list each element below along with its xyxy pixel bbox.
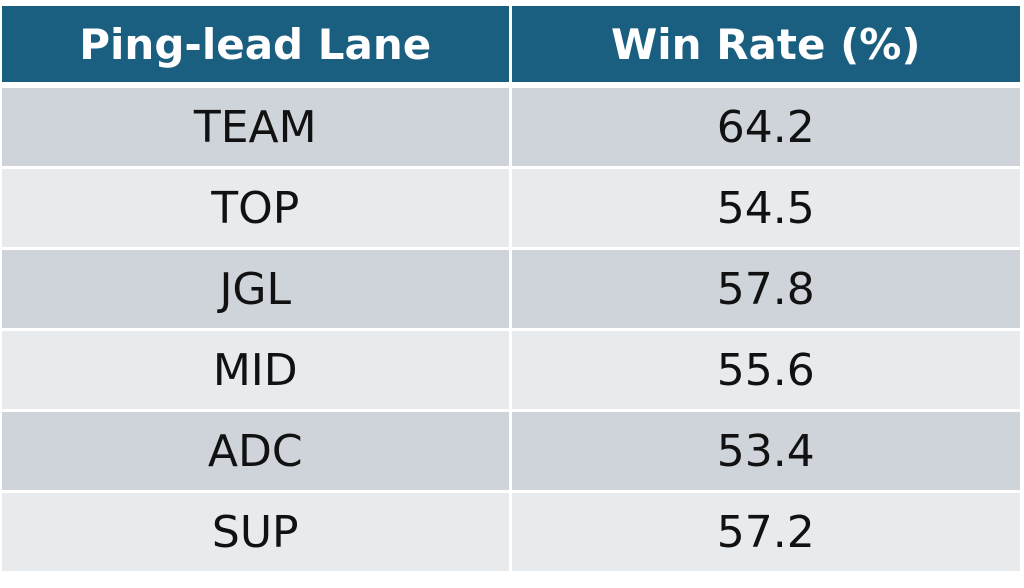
win-rate-table-container: Ping-lead Lane Win Rate (%) TEAM 64.2 TO…	[2, 6, 1020, 571]
win-rate-cell: 64.2	[510, 85, 1020, 169]
lane-cell: JGL	[2, 248, 512, 331]
lane-cell: SUP	[2, 491, 512, 571]
win-rate-cell: 57.8	[510, 248, 1020, 331]
table-row: SUP 57.2	[2, 491, 1020, 571]
lane-cell: TOP	[2, 167, 512, 250]
lane-cell: MID	[2, 329, 512, 412]
table-row: ADC 53.4	[2, 410, 1020, 493]
header-row: Ping-lead Lane Win Rate (%)	[2, 6, 1020, 88]
lane-cell: ADC	[2, 410, 512, 493]
lane-cell: TEAM	[2, 85, 512, 169]
win-rate-cell: 57.2	[510, 491, 1020, 571]
table-row: TEAM 64.2	[2, 85, 1020, 169]
win-rate-cell: 55.6	[510, 329, 1020, 412]
table-row: JGL 57.8	[2, 248, 1020, 331]
table-row: TOP 54.5	[2, 167, 1020, 250]
header-cell-win-rate: Win Rate (%)	[510, 6, 1020, 88]
win-rate-cell: 54.5	[510, 167, 1020, 250]
table-row: MID 55.6	[2, 329, 1020, 412]
win-rate-cell: 53.4	[510, 410, 1020, 493]
header-cell-lane: Ping-lead Lane	[2, 6, 512, 88]
table-header: Ping-lead Lane Win Rate (%)	[2, 6, 1020, 88]
table-body: TEAM 64.2 TOP 54.5 JGL 57.8 MID 55.6 ADC…	[2, 85, 1020, 571]
win-rate-table: Ping-lead Lane Win Rate (%) TEAM 64.2 TO…	[2, 6, 1020, 571]
